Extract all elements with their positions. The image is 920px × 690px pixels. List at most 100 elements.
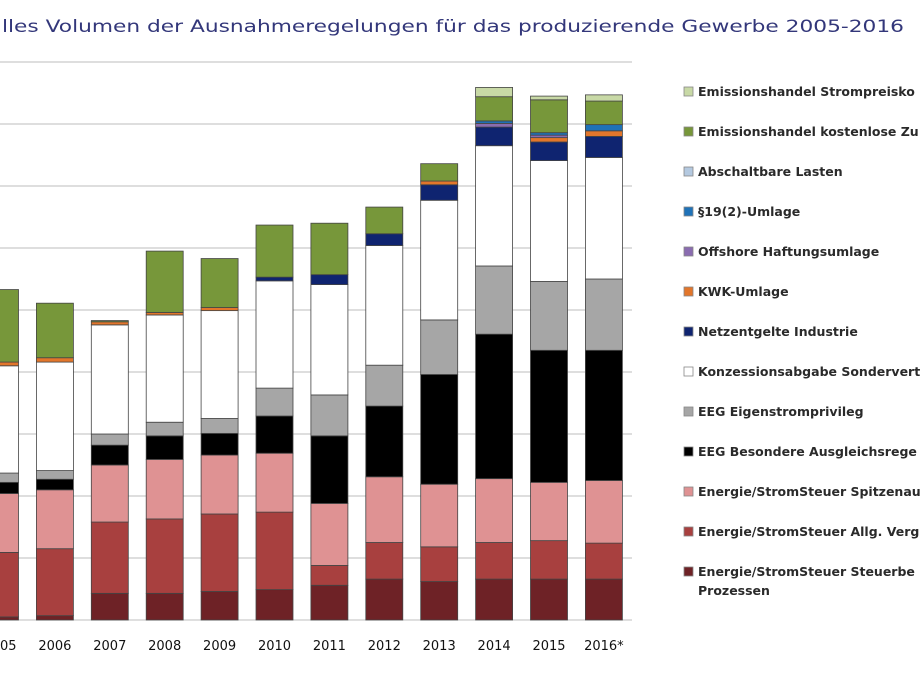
x-tick-label: 2009 <box>203 639 236 654</box>
x-tick-label: 2015 <box>532 639 565 654</box>
bar-segment <box>585 94 623 102</box>
bar-segment <box>585 135 623 158</box>
bar-segment <box>530 160 568 282</box>
bar-segment <box>255 276 294 282</box>
legend-swatch <box>683 86 694 97</box>
bar-segment <box>420 184 459 201</box>
bar-stack-2010 <box>255 224 294 621</box>
legend-item: Energie/StromSteuer Steuerbe Prozessen <box>683 564 915 598</box>
legend-label: Offshore Haftungsumlage <box>698 244 879 259</box>
bar-segment <box>90 444 129 466</box>
bar-segment <box>200 310 239 419</box>
x-tick-label: 2007 <box>93 639 126 654</box>
bar-segment <box>36 615 74 621</box>
x-tick-label: 2008 <box>148 639 181 654</box>
legend-label: Emissionshandel Strompreisko <box>698 84 915 99</box>
bar-segment <box>90 320 129 323</box>
legend-swatch <box>683 406 694 417</box>
bar-segment <box>0 481 19 494</box>
bar-segment <box>585 100 623 126</box>
legend-item: §19(2)-Umlage <box>683 204 800 219</box>
legend-label: §19(2)-Umlage <box>698 204 800 219</box>
bar-segment <box>585 578 623 621</box>
legend-swatch <box>683 486 694 497</box>
bar-segment <box>365 578 404 621</box>
x-tick-label: 2016* <box>584 639 624 654</box>
bar-stack-2005 <box>0 289 19 621</box>
bar-segment <box>585 278 623 351</box>
bar-segment <box>475 265 514 335</box>
bar-segment <box>365 476 404 543</box>
bar-segment <box>475 333 514 480</box>
bar-segment <box>145 435 184 460</box>
chart-title: lles Volumen der Ausnahmeregelungen für … <box>2 17 904 36</box>
legend-item: KWK-Umlage <box>683 284 789 299</box>
x-tick-label: 2012 <box>368 639 401 654</box>
legend-label: Energie/StromSteuer Spitzenau <box>698 484 920 499</box>
bar-segment <box>530 141 568 161</box>
bar-segment <box>585 480 623 544</box>
bar-segment <box>420 581 459 621</box>
bar-segment <box>475 122 514 128</box>
bar-segment <box>365 245 404 366</box>
bar-segment <box>530 481 568 542</box>
legend-swatch <box>683 286 694 297</box>
bar-stack-2013 <box>420 163 459 621</box>
bar-segment <box>420 199 459 321</box>
bar-segment <box>90 324 129 435</box>
legend: Emissionshandel Strompreisko Emissionshan… <box>683 84 920 598</box>
bar-segment <box>310 503 349 566</box>
bar-segment <box>475 478 514 543</box>
legend-label-line2: Prozessen <box>698 583 770 598</box>
x-tick-label: 2010 <box>258 639 291 654</box>
bar-segment <box>200 307 239 312</box>
bar-segment <box>90 464 129 523</box>
legend-label: Konzessionsabgabe Sondervert <box>698 364 920 379</box>
bar-segment <box>36 470 74 480</box>
legend-item: Konzessionsabgabe Sondervert <box>683 364 920 379</box>
x-tick-labels: 2005 2006 2007 2008 2009 2010 2011 2012 2013 2014… <box>0 639 624 654</box>
bar-segment <box>365 206 404 235</box>
x-tick-label: 2014 <box>478 639 511 654</box>
bar-segment <box>145 421 184 437</box>
bar-segment <box>530 349 568 483</box>
bar-segment <box>36 548 74 617</box>
bar-segment <box>36 478 74 491</box>
legend-item: Netzentgelte Industrie <box>683 324 858 339</box>
bar-segment <box>0 472 19 483</box>
bar-segment <box>200 591 239 621</box>
bar-segment <box>585 157 623 280</box>
bar-segment <box>310 584 349 621</box>
legend-swatch <box>683 366 694 377</box>
bar-stack-2012 <box>365 206 404 621</box>
bar-stack-2015 <box>530 95 568 621</box>
x-tick-label: 2005 <box>0 639 17 654</box>
legend-label: Emissionshandel kostenlose Zu <box>698 124 919 139</box>
bar-segment <box>90 433 129 446</box>
bar-stack-2016* <box>585 94 623 621</box>
legend-label: Netzentgelte Industrie <box>698 324 858 339</box>
x-tick-label: 2011 <box>313 639 346 654</box>
bar-segment <box>255 589 294 621</box>
bar-segment <box>90 592 129 621</box>
bar-segment <box>255 415 294 454</box>
bar-segment <box>365 233 404 246</box>
bar-segment <box>310 435 349 504</box>
bar-stack-2006 <box>36 302 74 621</box>
legend-item: Energie/StromSteuer Allg. Verg <box>683 524 919 539</box>
bar-segment <box>310 284 349 396</box>
bar-stack-2014 <box>475 87 514 621</box>
bar-stack-2011 <box>310 222 349 621</box>
bar-segment <box>310 394 349 437</box>
bar-stack-2008 <box>145 250 184 621</box>
legend-item: Energie/StromSteuer Spitzenau <box>683 484 920 499</box>
bar-segment <box>145 250 184 313</box>
bar-segment <box>310 274 349 285</box>
bar-segment <box>255 511 294 591</box>
bar-segment <box>585 349 623 481</box>
bar-segment <box>585 130 623 137</box>
bar-segment <box>145 314 184 423</box>
legend-item: Abschaltbare Lasten <box>683 164 843 179</box>
bar-segment <box>200 258 239 308</box>
